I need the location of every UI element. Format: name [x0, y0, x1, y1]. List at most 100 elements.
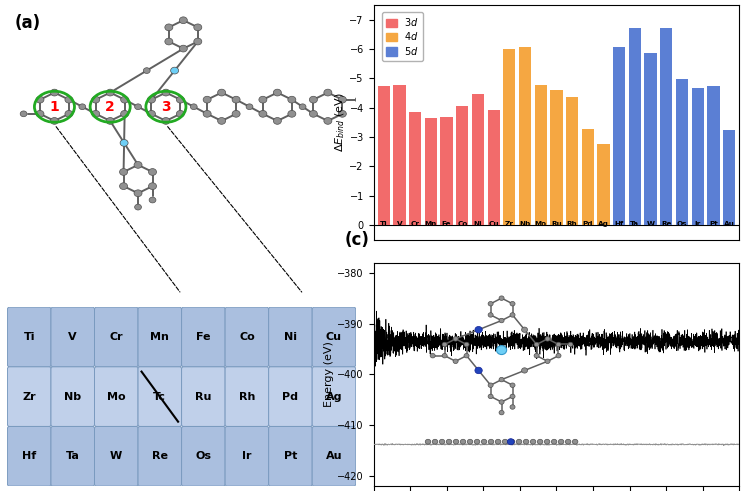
Text: Pd: Pd — [282, 392, 299, 402]
Circle shape — [120, 140, 128, 146]
Bar — [456, 106, 468, 225]
Circle shape — [134, 162, 142, 168]
Bar — [377, 86, 390, 225]
Text: Fe: Fe — [196, 332, 210, 342]
Circle shape — [171, 67, 178, 74]
Text: W: W — [110, 451, 123, 461]
Bar — [519, 48, 531, 225]
Circle shape — [134, 190, 142, 196]
Circle shape — [120, 96, 129, 103]
Circle shape — [165, 38, 173, 45]
FancyBboxPatch shape — [7, 427, 51, 486]
Text: Zr: Zr — [22, 392, 36, 402]
Text: Ru: Ru — [195, 392, 212, 402]
Circle shape — [36, 110, 44, 117]
Circle shape — [176, 110, 184, 117]
Bar — [441, 117, 452, 225]
Circle shape — [20, 111, 27, 117]
Circle shape — [194, 38, 202, 45]
FancyBboxPatch shape — [51, 367, 94, 427]
FancyBboxPatch shape — [51, 307, 94, 367]
Circle shape — [65, 96, 73, 103]
FancyBboxPatch shape — [94, 427, 138, 486]
FancyBboxPatch shape — [51, 427, 94, 486]
Circle shape — [309, 96, 317, 103]
Text: Ni: Ni — [284, 332, 297, 342]
Y-axis label: Energy (eV): Energy (eV) — [325, 341, 334, 407]
Text: Mo: Mo — [535, 221, 547, 227]
Text: Cr: Cr — [411, 221, 420, 227]
Text: Zr: Zr — [504, 221, 514, 227]
Text: Pd: Pd — [583, 221, 593, 227]
Text: Ta: Ta — [66, 451, 80, 461]
Text: Ta: Ta — [630, 221, 640, 227]
Circle shape — [273, 89, 282, 96]
Circle shape — [232, 110, 240, 117]
FancyBboxPatch shape — [269, 307, 312, 367]
Circle shape — [190, 104, 197, 109]
Text: Ni: Ni — [474, 221, 482, 227]
Bar — [723, 130, 736, 225]
Circle shape — [134, 204, 141, 210]
Text: Pt: Pt — [709, 221, 718, 227]
FancyBboxPatch shape — [181, 307, 225, 367]
Text: Rh: Rh — [567, 221, 577, 227]
Circle shape — [194, 24, 202, 31]
Circle shape — [149, 183, 157, 190]
Circle shape — [91, 96, 100, 103]
Circle shape — [120, 168, 128, 175]
Text: Os: Os — [195, 451, 211, 461]
Text: Ti: Ti — [380, 221, 388, 227]
Text: Nb: Nb — [519, 221, 531, 227]
Circle shape — [299, 104, 306, 109]
FancyBboxPatch shape — [225, 427, 269, 486]
Bar — [707, 85, 719, 225]
FancyBboxPatch shape — [312, 367, 356, 427]
Text: Au: Au — [325, 451, 343, 461]
Circle shape — [218, 117, 226, 124]
FancyBboxPatch shape — [94, 367, 138, 427]
Text: Au: Au — [724, 221, 735, 227]
FancyBboxPatch shape — [7, 307, 51, 367]
Circle shape — [79, 104, 85, 109]
Bar — [472, 94, 484, 225]
Text: V: V — [397, 221, 402, 227]
Text: Ag: Ag — [325, 392, 343, 402]
Circle shape — [162, 89, 170, 96]
Circle shape — [106, 89, 114, 96]
Circle shape — [232, 96, 240, 103]
Bar — [551, 90, 562, 225]
Circle shape — [106, 117, 114, 124]
Circle shape — [324, 89, 332, 96]
Text: Co: Co — [239, 332, 255, 342]
FancyBboxPatch shape — [225, 307, 269, 367]
FancyBboxPatch shape — [312, 307, 356, 367]
Bar — [661, 28, 672, 225]
Bar — [566, 97, 578, 225]
Text: 2: 2 — [106, 100, 115, 114]
Text: Hf: Hf — [22, 451, 36, 461]
Bar — [393, 85, 406, 225]
Bar — [644, 54, 657, 225]
Circle shape — [324, 117, 332, 124]
Circle shape — [51, 117, 59, 124]
Circle shape — [259, 110, 267, 117]
Circle shape — [147, 110, 155, 117]
Text: 3: 3 — [161, 100, 171, 114]
FancyBboxPatch shape — [138, 427, 181, 486]
Text: Re: Re — [152, 451, 168, 461]
Circle shape — [288, 96, 296, 103]
Text: Ru: Ru — [551, 221, 562, 227]
Bar — [503, 49, 516, 225]
Text: Re: Re — [661, 221, 672, 227]
Circle shape — [165, 24, 173, 31]
FancyBboxPatch shape — [181, 427, 225, 486]
Text: Ag: Ag — [598, 221, 609, 227]
Circle shape — [91, 110, 100, 117]
Text: Hf: Hf — [614, 221, 624, 227]
Circle shape — [259, 96, 267, 103]
Circle shape — [179, 17, 187, 24]
Text: Fe: Fe — [442, 221, 451, 227]
Legend: $3d$, $4d$, $5d$: $3d$, $4d$, $5d$ — [382, 12, 423, 61]
Bar — [535, 85, 547, 225]
